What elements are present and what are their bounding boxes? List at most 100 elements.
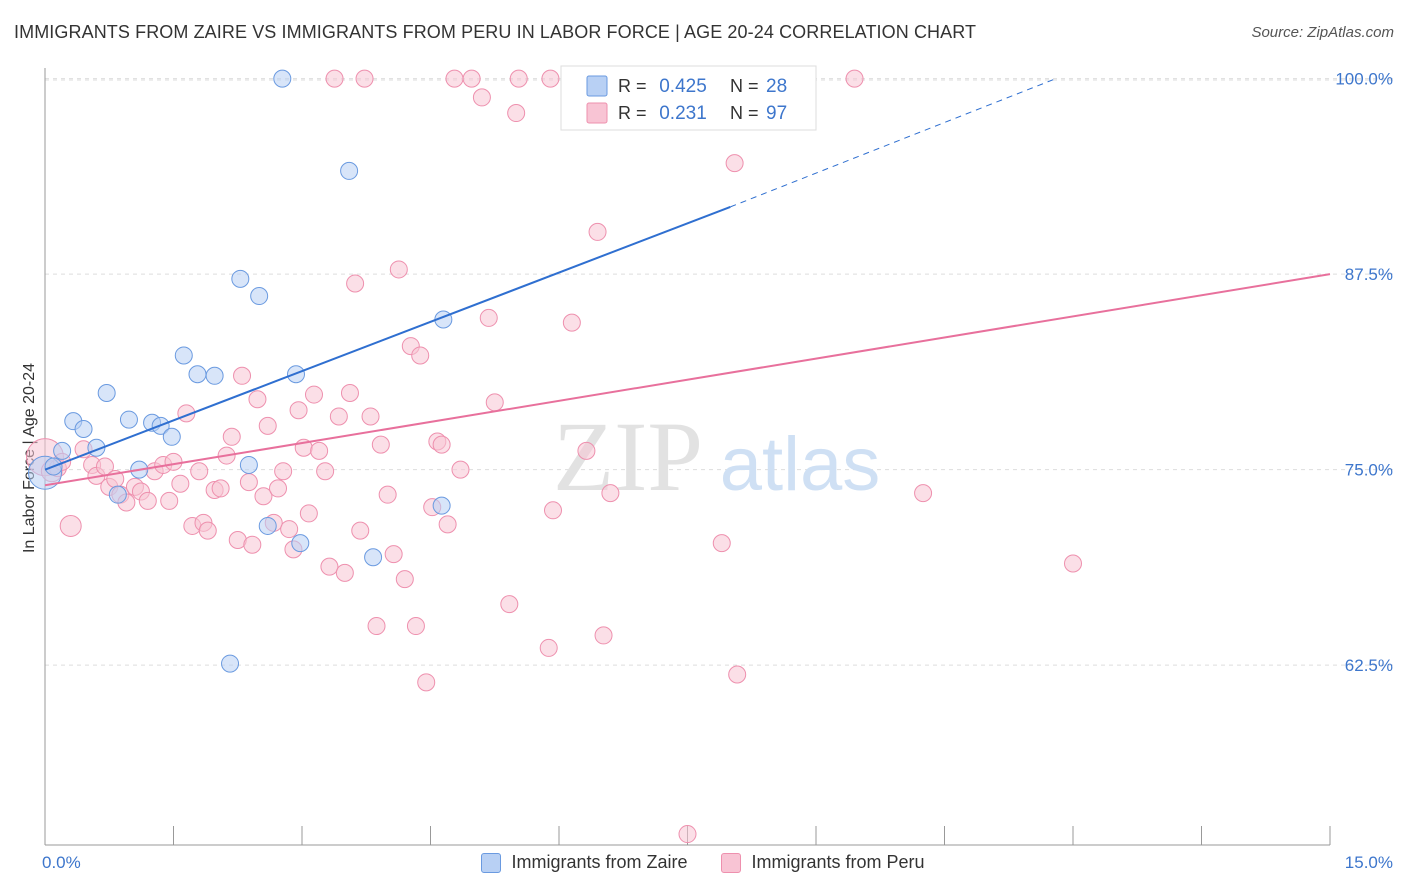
peru-point-45 xyxy=(304,385,323,404)
series-zaire-points xyxy=(28,69,748,673)
zaire-point-2 xyxy=(53,441,72,460)
peru-point-87 xyxy=(678,825,697,844)
zaire-point-7 xyxy=(108,485,127,504)
peru-swatch xyxy=(721,852,742,873)
peru-point-48 xyxy=(320,557,339,576)
peru-point-54 xyxy=(351,521,370,540)
peru-point-40 xyxy=(280,520,299,539)
bottom-legend: Immigrants from Zaire Immigrants from Pe… xyxy=(0,852,1406,873)
y-tick-label-1: 75.0% xyxy=(1345,461,1393,480)
peru-point-80 xyxy=(539,638,558,657)
peru-point-31 xyxy=(233,366,252,385)
zaire-trend-line xyxy=(44,205,731,471)
peru-point-58 xyxy=(371,435,390,454)
peru-point-32 xyxy=(239,473,258,492)
legend-n-label-1: N = xyxy=(730,103,759,123)
peru-point-77 xyxy=(500,595,519,614)
zaire-swatch xyxy=(481,852,502,873)
peru-point-53 xyxy=(346,274,365,293)
peru-point-89 xyxy=(725,154,744,173)
peru-point-23 xyxy=(190,462,209,481)
source-credit: Source: ZipAtlas.com xyxy=(1251,24,1394,41)
peru-point-66 xyxy=(417,673,436,692)
legend-label-peru: Immigrants from Peru xyxy=(751,852,925,872)
peru-point-96 xyxy=(541,69,560,88)
y-tick-label-2: 87.5% xyxy=(1345,265,1393,284)
peru-point-75 xyxy=(479,308,498,327)
legend-item-zaire[interactable]: Immigrants from Zaire xyxy=(481,852,687,873)
trend-lines xyxy=(44,78,1331,487)
zaire-trend-extension xyxy=(730,78,1057,208)
peru-point-65 xyxy=(411,346,430,365)
legend-n-value-1: 97 xyxy=(766,103,787,124)
zaire-point-14 xyxy=(188,365,207,384)
zaire-point-13 xyxy=(174,346,193,365)
peru-point-20 xyxy=(171,474,190,493)
zaire-point-24 xyxy=(340,161,359,180)
peru-point-33 xyxy=(243,535,262,554)
peru-point-93 xyxy=(914,484,933,503)
zaire-point-20 xyxy=(258,516,277,535)
legend-box: R = 0.425 N = 28 R = 0.231 N = 97 xyxy=(560,65,817,131)
zaire-point-23 xyxy=(291,534,310,553)
peru-point-71 xyxy=(445,69,464,88)
chart-title: IMMIGRANTS FROM ZAIRE VS IMMIGRANTS FROM… xyxy=(14,22,977,42)
peru-point-84 xyxy=(588,222,607,241)
zaire-point-15 xyxy=(205,366,224,385)
legend-r-label-1: R = xyxy=(618,103,647,123)
peru-point-46 xyxy=(310,441,329,460)
peru-point-35 xyxy=(254,487,273,506)
zaire-point-25 xyxy=(364,548,383,567)
x-tick-label-max: 15.0% xyxy=(1345,853,1393,872)
x-tick-label-min: 0.0% xyxy=(42,853,81,872)
zaire-point-12 xyxy=(162,427,181,446)
peru-point-44 xyxy=(299,504,318,523)
peru-point-18 xyxy=(160,491,179,510)
peru-point-36 xyxy=(258,416,277,435)
peru-point-34 xyxy=(248,390,267,409)
peru-point-19 xyxy=(164,452,183,471)
legend-r-value-0: 0.425 xyxy=(659,76,707,97)
peru-point-79 xyxy=(509,69,528,88)
peru-point-47 xyxy=(316,462,335,481)
legend-n-label-0: N = xyxy=(730,76,759,96)
zaire-point-6 xyxy=(97,384,116,403)
peru-point-90 xyxy=(728,665,747,684)
tick-labels: 62.5% 75.0% 87.5% 100.0% 0.0% 15.0% xyxy=(42,70,1393,872)
legend-item-peru[interactable]: Immigrants from Peru xyxy=(721,852,925,873)
legend-swatch-0 xyxy=(586,75,608,97)
peru-trend-line xyxy=(44,273,1331,487)
peru-point-25 xyxy=(198,521,217,540)
peru-point-27 xyxy=(211,479,230,498)
y-tick-label-0: 62.5% xyxy=(1345,656,1393,675)
zaire-point-4 xyxy=(74,419,93,438)
peru-point-42 xyxy=(289,401,308,420)
watermark-zip: ZIP xyxy=(553,401,703,512)
legend-r-label-0: R = xyxy=(618,76,647,96)
peru-point-61 xyxy=(389,260,408,279)
zaire-point-16 xyxy=(221,654,240,673)
peru-point-85 xyxy=(594,626,613,645)
peru-point-88 xyxy=(712,534,731,553)
peru-point-70 xyxy=(438,515,457,534)
zaire-point-21 xyxy=(273,69,292,88)
peru-point-60 xyxy=(384,545,403,564)
zaire-point-26 xyxy=(432,496,451,515)
peru-point-86 xyxy=(601,484,620,503)
peru-point-74 xyxy=(472,88,491,107)
peru-point-15 xyxy=(138,491,157,510)
legend-label-zaire: Immigrants from Zaire xyxy=(511,852,688,872)
watermark: ZIP atlas xyxy=(553,401,880,512)
peru-point-78 xyxy=(507,104,526,123)
peru-point-52 xyxy=(340,384,359,403)
watermark-atlas: atlas xyxy=(720,422,881,507)
peru-point-73 xyxy=(462,69,481,88)
peru-point-55 xyxy=(355,69,374,88)
peru-point-38 xyxy=(269,479,288,498)
zaire-point-18 xyxy=(239,455,258,474)
legend-swatch-1 xyxy=(586,102,608,124)
peru-point-56 xyxy=(361,407,380,426)
peru-point-83 xyxy=(577,441,596,460)
peru-point-39 xyxy=(274,462,293,481)
